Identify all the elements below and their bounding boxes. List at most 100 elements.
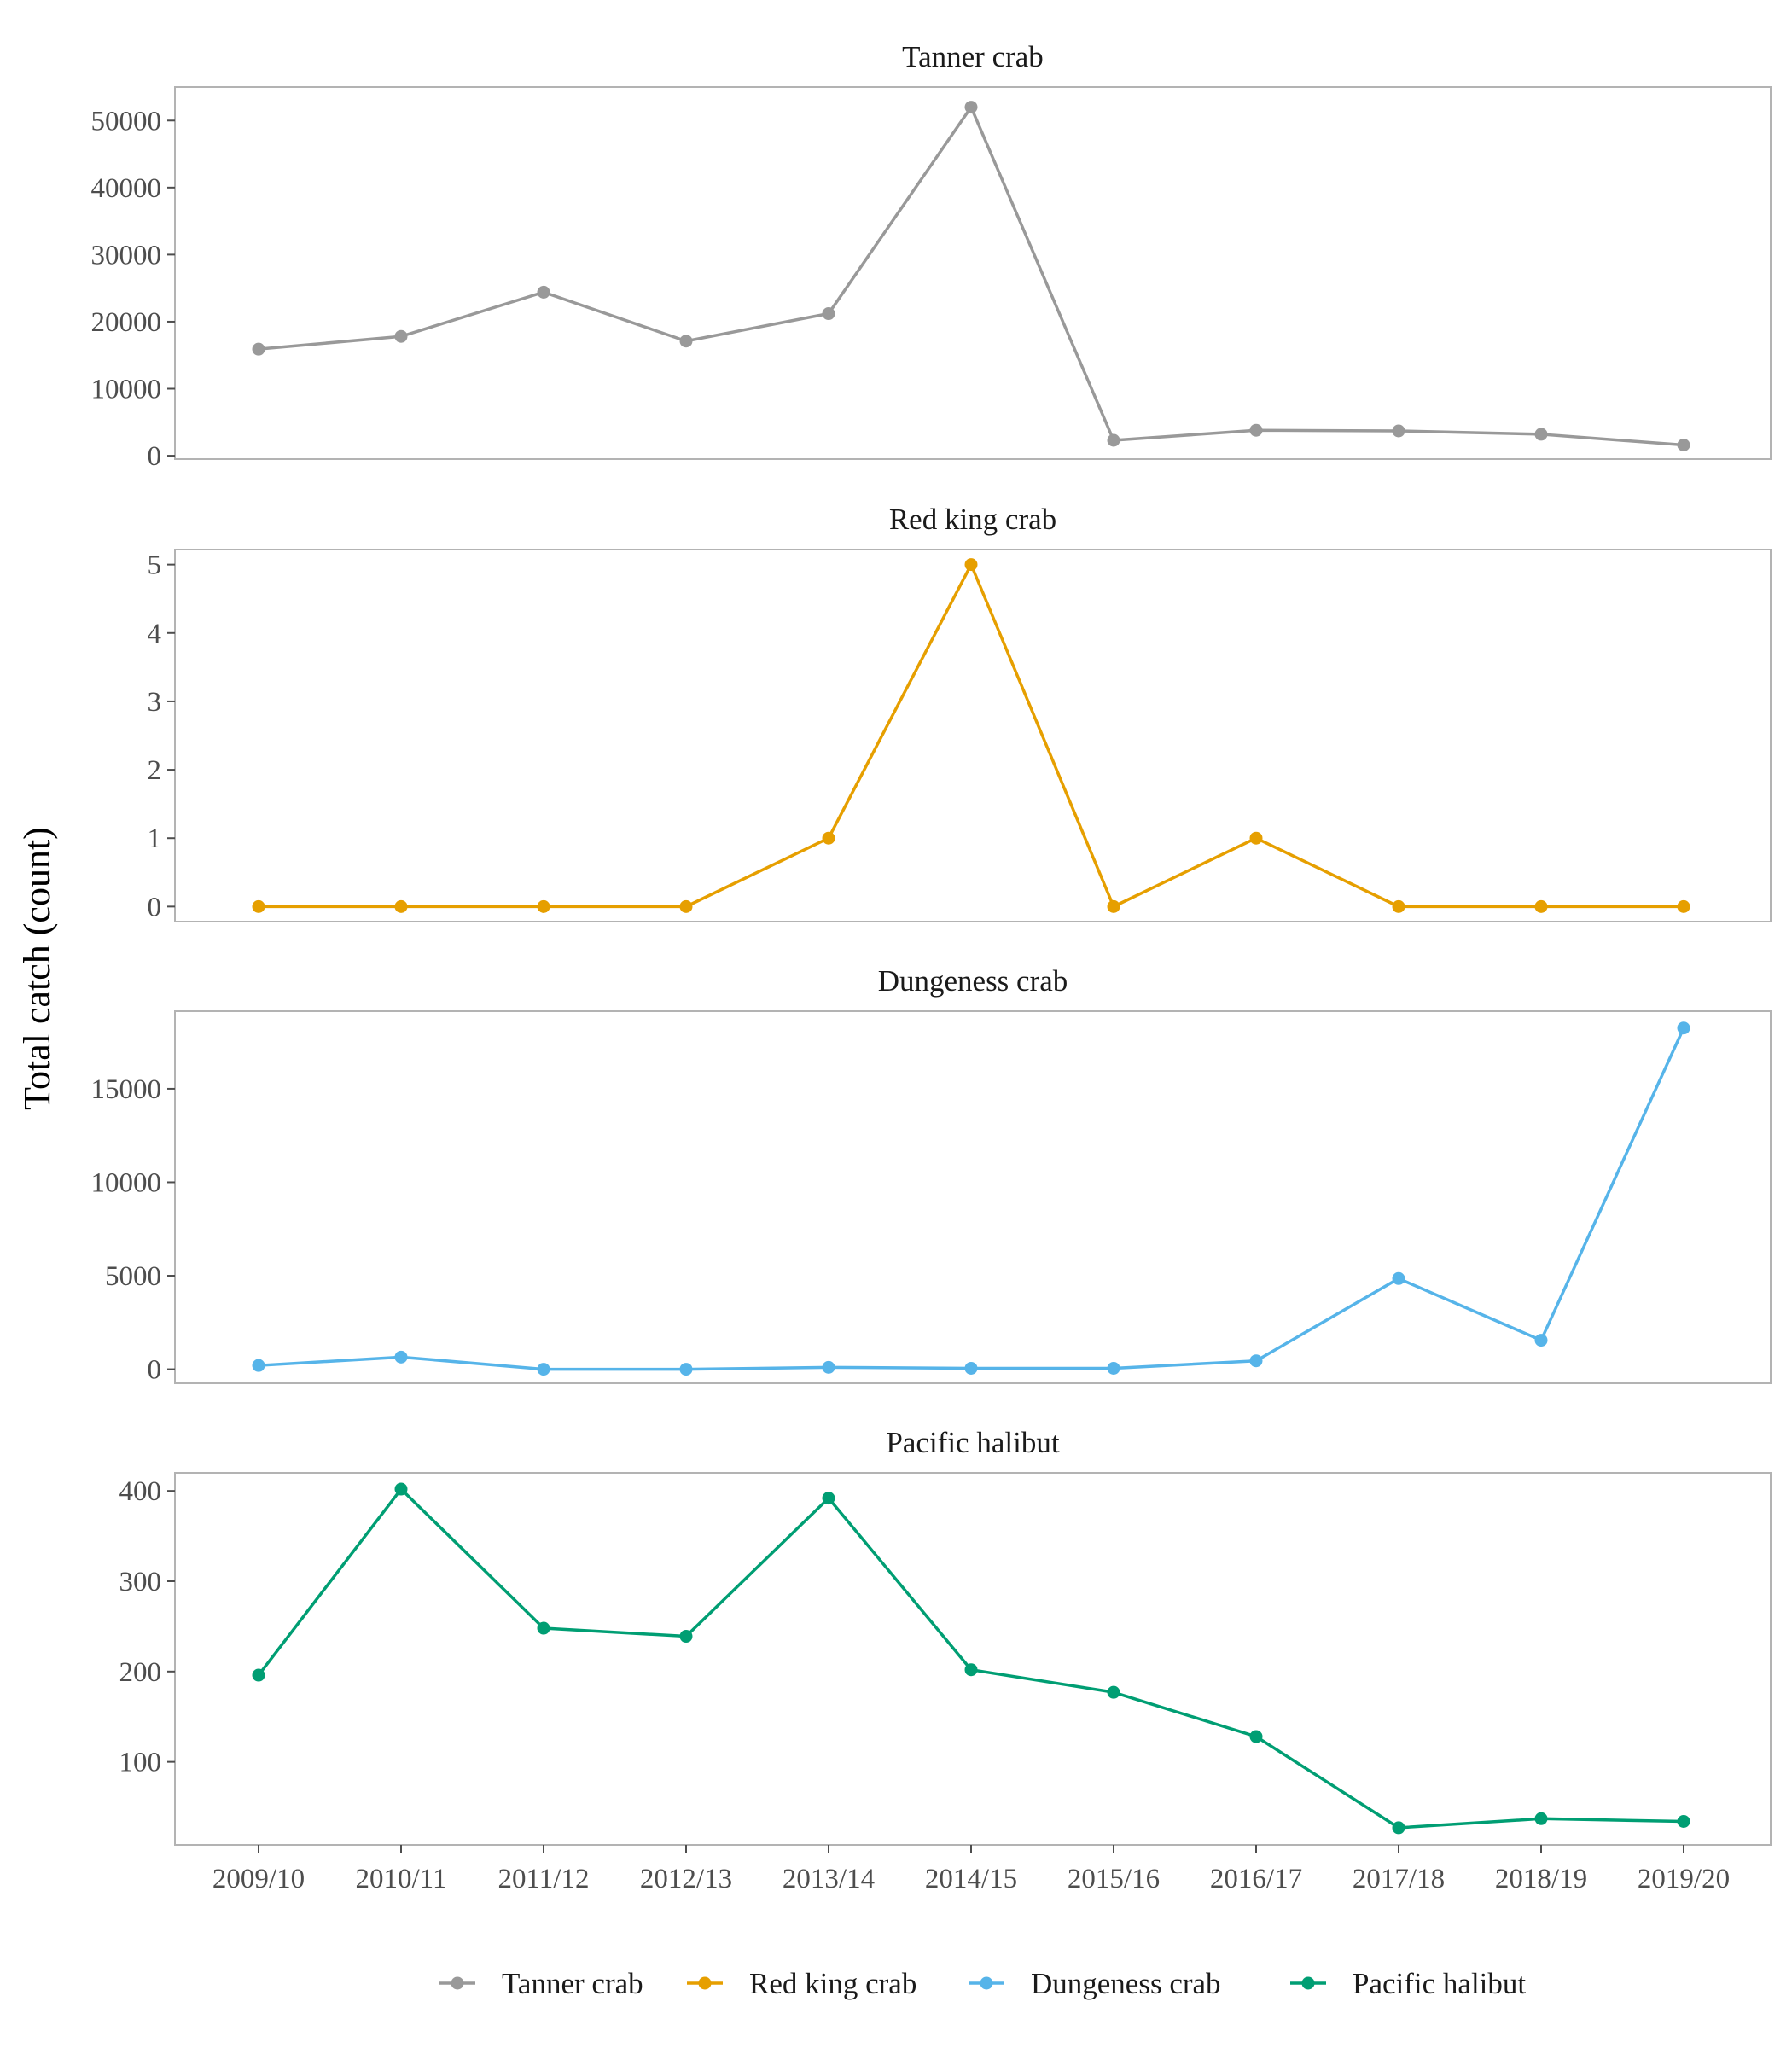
panel-2: Dungeness crab 0 5000 10000 15000 — [91, 964, 1772, 1386]
y-tick-label: 100 — [119, 1748, 162, 1778]
x-tick-label: 2012/13 — [640, 1864, 732, 1894]
data-point — [1249, 1354, 1263, 1368]
data-point — [1534, 428, 1548, 441]
x-tick-label: 2018/19 — [1495, 1864, 1587, 1894]
panel-3: Pacific halibut 100 200 300 400 — [119, 1426, 1772, 1846]
data-point — [1677, 439, 1690, 452]
panel-title: Tanner crab — [902, 40, 1044, 73]
series-line — [258, 105, 1684, 447]
x-tick-label: 2015/16 — [1068, 1864, 1160, 1894]
series-line — [259, 562, 1684, 909]
data-point — [1107, 1361, 1120, 1375]
data-point — [1249, 831, 1263, 845]
data-point — [537, 1621, 550, 1635]
legend-label: Dungeness crab — [1031, 1967, 1221, 2000]
x-axis: 2009/10 2010/11 2011/12 2012/13 2013/14 2014/… — [212, 1845, 1730, 1894]
data-point — [1677, 899, 1690, 913]
legend-item: Dungeness crab — [969, 1967, 1221, 2000]
x-tick-label: 2011/12 — [498, 1864, 590, 1894]
data-point — [822, 831, 835, 845]
y-tick-label: 15000 — [91, 1074, 162, 1105]
data-point — [822, 1360, 835, 1374]
legend-key-point — [451, 1976, 464, 1990]
data-point — [252, 899, 265, 913]
data-point — [1392, 1271, 1405, 1285]
data-point — [1677, 1814, 1690, 1828]
data-point — [1392, 899, 1405, 913]
legend-key-point — [698, 1976, 712, 1990]
data-point — [964, 1663, 978, 1677]
data-point — [679, 899, 693, 913]
data-point — [394, 329, 408, 343]
y-tick-label: 200 — [119, 1657, 162, 1688]
panel-1: Red king crab 0 1 2 3 4 5 — [148, 503, 1772, 922]
y-tick-label: 30000 — [91, 240, 162, 271]
data-point — [252, 1668, 265, 1682]
legend: Tanner crab Red king crab Dungeness crab Pa… — [439, 1967, 1526, 2000]
data-point — [1249, 1730, 1263, 1743]
data-point — [1107, 899, 1120, 913]
y-tick-label: 300 — [119, 1567, 162, 1597]
series-line — [257, 1487, 1684, 1830]
panel-0: Tanner crab 0 10000 20000 30000 40000 50000 — [91, 40, 1772, 472]
legend-key-point — [1301, 1976, 1315, 1990]
y-tick-label: 3 — [148, 687, 162, 718]
data-point — [679, 1630, 693, 1644]
panel-title: Red king crab — [889, 503, 1056, 536]
legend-label: Tanner crab — [502, 1967, 643, 2000]
data-point — [1107, 1685, 1120, 1699]
x-tick-label: 2009/10 — [212, 1864, 305, 1894]
x-tick-label: 2017/18 — [1353, 1864, 1445, 1894]
panel-border — [174, 549, 1772, 922]
x-tick-label: 2014/15 — [925, 1864, 1017, 1894]
legend-key-point — [980, 1976, 993, 1990]
legend-item: Tanner crab — [439, 1967, 643, 2000]
data-point — [537, 1363, 550, 1376]
panel-title: Pacific halibut — [886, 1426, 1059, 1459]
data-point — [394, 1350, 408, 1364]
data-point — [537, 285, 550, 299]
data-point — [1534, 1812, 1548, 1825]
x-tick-label: 2016/17 — [1210, 1864, 1302, 1894]
data-point — [537, 899, 550, 913]
y-tick-label: 2 — [148, 755, 162, 786]
y-tick-label: 50000 — [91, 106, 162, 137]
panel-border — [174, 1472, 1772, 1846]
data-point — [679, 335, 693, 348]
data-point — [964, 1361, 978, 1375]
data-point — [822, 307, 835, 321]
y-tick-label: 1 — [148, 823, 162, 854]
panels: Tanner crab01000020000300004000050000Red… — [91, 40, 1772, 1846]
y-tick-label: 400 — [119, 1476, 162, 1507]
panel-border — [174, 86, 1772, 460]
y-tick-label: 0 — [148, 441, 162, 472]
y-tick-label: 5000 — [105, 1261, 161, 1292]
legend-label: Red king crab — [749, 1967, 916, 2000]
panel-title: Dungeness crab — [878, 964, 1068, 998]
y-tick-label: 20000 — [91, 307, 162, 338]
legend-item: Red king crab — [687, 1967, 916, 2000]
y-tick-label: 5 — [148, 550, 162, 581]
x-tick-label: 2013/14 — [783, 1864, 875, 1894]
data-point — [394, 899, 408, 913]
data-point — [964, 558, 978, 572]
data-point — [822, 1492, 835, 1505]
y-tick-label: 4 — [148, 619, 162, 649]
data-point — [964, 101, 978, 114]
data-point — [1107, 433, 1120, 447]
data-point — [1534, 1334, 1548, 1347]
y-tick-label: 40000 — [91, 173, 162, 204]
series-line — [258, 1027, 1685, 1371]
data-point — [1392, 424, 1405, 438]
data-point — [679, 1363, 693, 1376]
y-tick-label: 0 — [148, 892, 162, 922]
x-tick-label: 2010/11 — [356, 1864, 447, 1894]
x-tick-label: 2019/20 — [1638, 1864, 1730, 1894]
data-point — [252, 342, 265, 356]
data-point — [1534, 899, 1548, 913]
data-point — [1249, 423, 1263, 437]
panel-border — [174, 1010, 1772, 1384]
y-tick-label: 10000 — [91, 1167, 162, 1198]
legend-item: Pacific halibut — [1290, 1967, 1526, 2000]
y-tick-label: 0 — [148, 1355, 162, 1386]
